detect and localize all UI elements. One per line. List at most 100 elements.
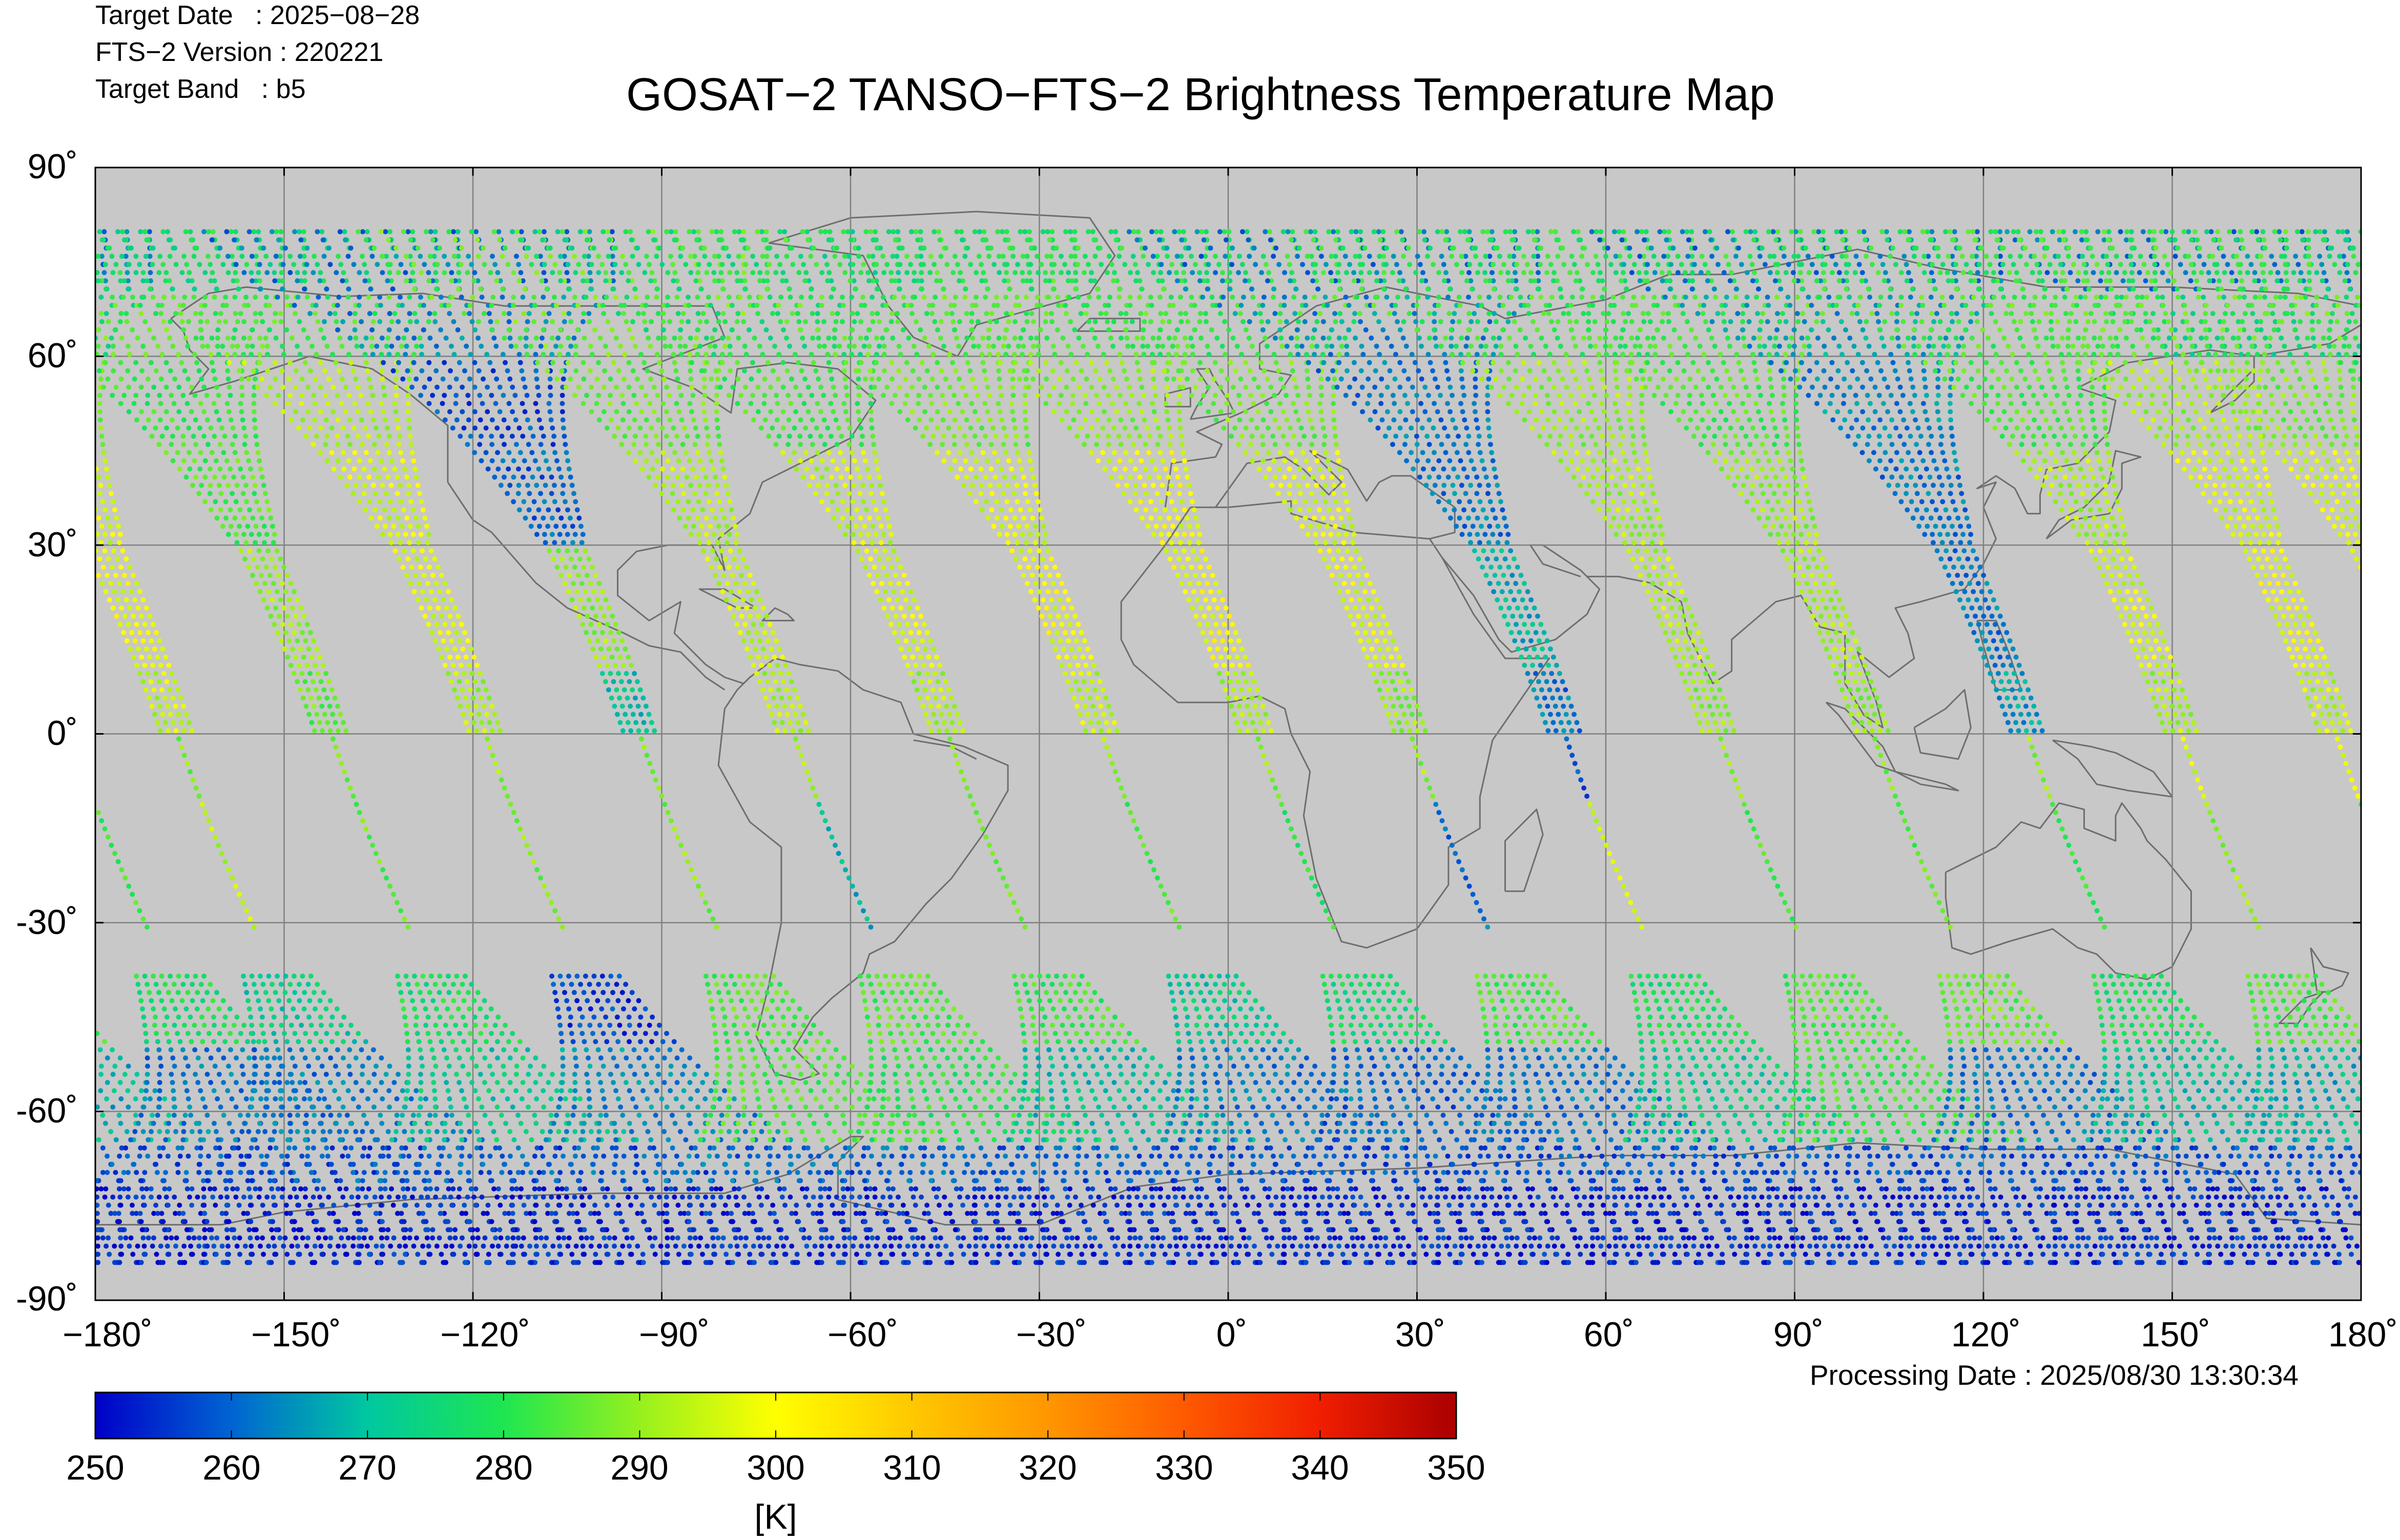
observation-point [2313,303,2319,308]
observation-point [702,900,708,905]
observation-point [2337,254,2343,259]
observation-point [960,1202,966,1208]
observation-point [653,777,658,783]
observation-point [549,900,554,905]
observation-point [445,1006,450,1012]
observation-point [629,1252,634,1257]
observation-point [159,303,164,308]
observation-point [395,515,401,521]
observation-point [2268,392,2274,398]
observation-point [766,1235,772,1241]
observation-point [2338,384,2344,390]
observation-point [406,425,412,431]
observation-point [495,1186,501,1192]
observation-point [109,491,114,496]
observation-point [605,998,611,1004]
observation-point [587,1104,592,1110]
observation-point [158,401,163,406]
observation-point [115,597,121,602]
observation-point [182,295,188,300]
observation-point [2269,401,2275,406]
observation-point [529,450,535,455]
observation-point [2190,311,2196,316]
observation-point [425,540,430,546]
observation-point [151,687,157,693]
observation-point [225,376,231,382]
observation-point [636,1112,642,1118]
observation-point [371,1104,377,1110]
observation-point [1011,1170,1017,1175]
observation-point [2353,319,2358,324]
observation-point [245,1112,251,1118]
observation-point [297,254,303,259]
observation-point [707,908,712,913]
observation-point [217,466,223,472]
observation-point [397,982,402,987]
observation-point [449,1112,454,1118]
observation-point [157,392,162,398]
observation-point [1056,1252,1061,1257]
observation-point [718,1129,723,1134]
observation-point [543,458,549,464]
observation-point [472,450,478,455]
observation-point [2207,327,2212,332]
observation-point [2315,392,2321,398]
observation-point [883,1211,888,1216]
observation-point [399,524,405,529]
observation-point [2341,343,2347,349]
observation-point [242,982,248,987]
observation-point [112,327,118,332]
observation-point [412,1006,418,1012]
observation-point [554,1219,560,1224]
observation-point [2343,237,2349,243]
observation-point [602,1104,608,1110]
observation-point [276,278,281,284]
observation-point [2327,327,2332,332]
observation-point [510,1227,516,1233]
observation-point [1011,1194,1017,1200]
observation-point [2334,499,2340,505]
observation-point [591,1014,597,1020]
observation-point [578,1235,584,1241]
observation-point [356,1031,361,1036]
observation-point [396,1072,401,1077]
observation-point [498,728,503,734]
observation-point [2299,229,2305,235]
observation-point [2325,286,2331,292]
observation-point [2293,254,2299,259]
observation-point [209,237,215,243]
observation-point [393,376,399,382]
observation-point [953,1096,959,1101]
observation-point [2328,417,2333,423]
observation-point [403,351,408,357]
observation-point [658,1243,664,1249]
observation-point [215,335,220,341]
observation-point [363,450,369,455]
observation-point [983,1235,989,1241]
observation-point [808,1153,814,1159]
observation-point [398,450,404,455]
observation-point [478,433,484,439]
observation-point [674,1055,680,1061]
observation-point [2275,384,2281,390]
observation-point [757,1243,763,1249]
observation-point [559,1039,565,1045]
observation-point [640,1088,646,1093]
observation-point [439,613,444,619]
observation-point [138,229,143,235]
observation-point [1029,1211,1035,1216]
observation-point [450,621,456,627]
observation-point [2314,270,2320,276]
observation-point [278,1112,284,1118]
observation-point [722,1014,728,1020]
observation-point [546,1080,551,1085]
observation-point [257,589,263,594]
observation-point [419,368,425,373]
observation-point [99,524,105,529]
observation-point [144,605,150,611]
observation-point [692,1072,697,1077]
observation-point [141,425,147,431]
observation-point [539,425,544,431]
observation-point [2197,254,2202,259]
observation-point [347,417,353,423]
